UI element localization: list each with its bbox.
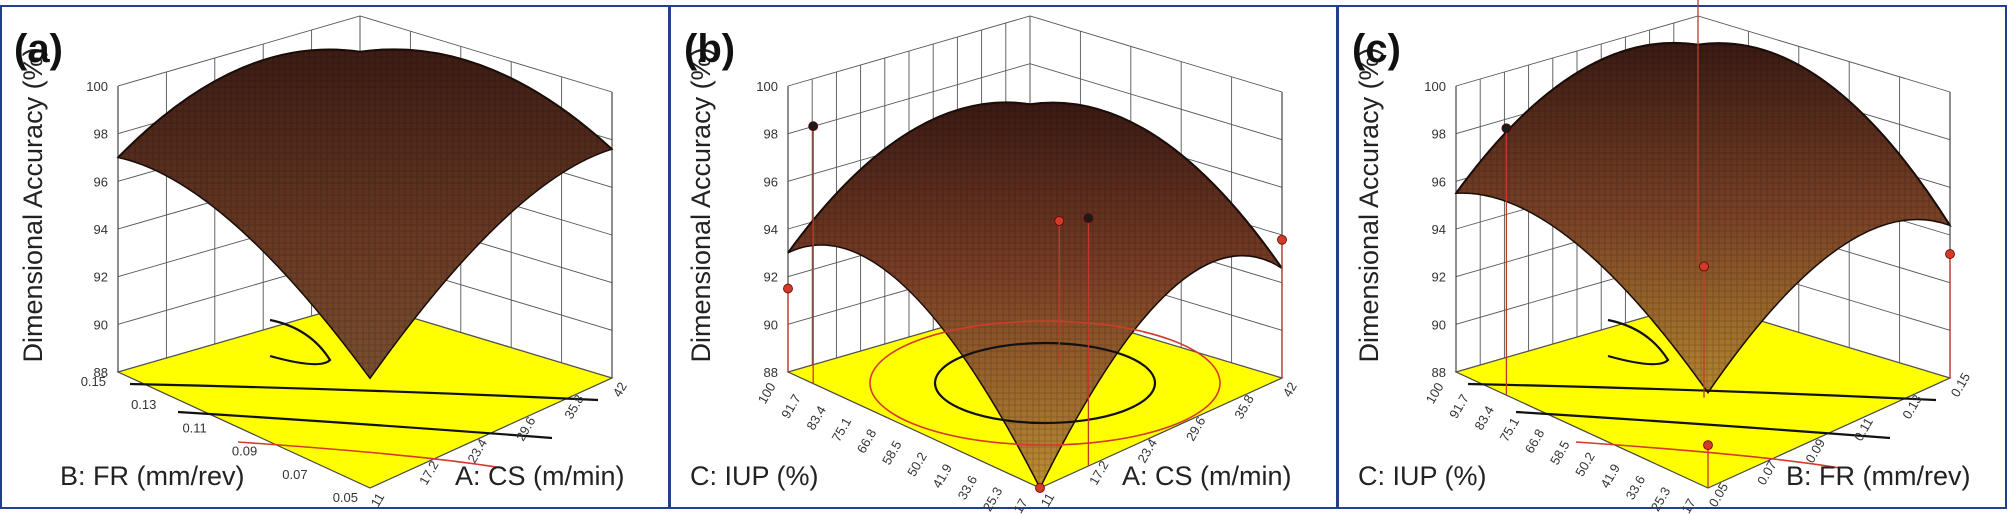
surface-mesh [788,102,1282,489]
panel-a: 88 90 92 94 96 98 100 0.05 0.07 0.09 0.11 0.13 0.15 1… [14,15,630,510]
design-point [783,283,793,294]
contour-line [1607,318,1670,366]
design-point [808,121,819,132]
x-tick-label: 33.6 [1623,473,1649,502]
z-tick-label: 92 [764,270,778,285]
z-tick-label: 98 [764,127,778,142]
y-tick-label: 42 [610,379,630,399]
z-tick-label: 96 [94,174,108,189]
panel-label: (b) [684,27,735,71]
x-tick-label: 50.2 [904,450,930,479]
x-tick-label: 25.3 [980,484,1006,513]
z-tick-label: 96 [1432,174,1446,189]
y-tick-label: 11 [1038,490,1058,509]
x-tick-label: 83.4 [1471,403,1497,432]
x-tick-label: 58.5 [1547,438,1573,467]
contour-line [177,410,553,440]
x-tick-label: 100 [1423,380,1447,406]
x-axis-title: C: IUP (%) [690,461,819,491]
contour-line [1515,410,1891,440]
panel-label: (a) [14,27,63,71]
surface-mesh [118,49,612,379]
design-point [1054,216,1065,226]
z-tick-label: 94 [764,222,778,237]
z-tick-label: 90 [1432,317,1446,332]
contour-line [269,318,332,366]
x-tick-label: 17 [1010,496,1030,515]
panels: 88 90 92 94 96 98 100 0.05 0.07 0.09 0.11 0.13 0.15 1… [14,0,1973,515]
design-point [1501,123,1512,134]
x-tick-label: 41.9 [1597,461,1623,490]
x-tick-label: 50.2 [1572,450,1598,479]
x-tick-label: 0.11 [182,420,206,435]
z-tick-label: 100 [1424,79,1446,94]
design-point [1083,213,1094,224]
z-tick-label: 100 [756,79,778,94]
z-gridline [787,15,1283,93]
x-tick-label: 0.13 [131,397,156,412]
x-tick-label: 17 [1678,496,1698,515]
surface-top-edge [117,48,613,159]
y-tick-label: 42 [1280,379,1300,399]
z-tick-label: 92 [1432,270,1446,285]
panel-frame-c [1337,5,2007,509]
x-tick-label: 91.7 [778,392,804,421]
x-tick-label: 75.1 [1497,415,1523,444]
x-tick-label: 66.8 [1522,426,1548,455]
x-tick-label: 83.4 [803,403,829,432]
design-point [1035,483,1045,493]
x-axis-title: B: FR (mm/rev) [60,461,244,491]
x-tick-label: 0.05 [333,490,358,505]
x-tick-label: 75.1 [829,415,855,444]
y-axis-title: A: CS (m/min) [455,461,625,491]
design-point [1703,440,1713,451]
panel-label: (c) [1352,27,1401,71]
x-tick-label: 0.09 [232,444,257,459]
y-axis-title: B: FR (mm/rev) [1786,461,1970,491]
x-tick-label: 0.07 [282,467,307,482]
contour-line [129,382,599,402]
x-tick-label: 33.6 [955,473,981,502]
contour-line [237,441,503,469]
y-tick-label: 11 [368,490,388,509]
z-axis-title: Dimensional Accuracy (%) [1354,47,1384,362]
contour-line [1467,382,1937,402]
z-axis-title: Dimensional Accuracy (%) [686,47,716,362]
design-point [1277,234,1287,245]
contour-line [869,320,1221,446]
y-tick-label: 0.15 [1948,370,1974,399]
surface-top-edge [787,101,1283,269]
z-tick-label: 90 [764,317,778,332]
x-tick-label: 25.3 [1648,484,1674,513]
x-axis-title: C: IUP (%) [1358,461,1487,491]
z-tick-label: 94 [94,222,108,237]
z-tick-label: 88 [1432,365,1446,380]
x-tick-label: 58.5 [879,438,905,467]
z-tick-label: 98 [94,127,108,142]
z-tick-label: 100 [86,79,108,94]
x-tick-label: 41.9 [929,461,955,490]
design-point [1699,261,1709,272]
panel-c: 88 90 92 94 96 98 100 1725.333.641.950.258.566.… [1352,0,1973,515]
x-tick-label: 100 [755,380,779,406]
x-tick-label: 66.8 [854,426,880,455]
contour-line [1575,441,1841,469]
z-tick-label: 88 [764,365,778,380]
design-point [1945,249,1955,259]
z-tick-label: 88 [94,365,108,380]
z-tick-label: 92 [94,270,108,285]
z-axis-title: Dimensional Accuracy (%) [18,47,48,362]
z-tick-label: 94 [1432,222,1446,237]
x-tick-label: 0.15 [81,374,106,389]
x-tick-label: 91.7 [1446,392,1472,421]
y-axis-title: A: CS (m/min) [1122,461,1292,491]
z-tick-label: 96 [764,174,778,189]
contour-line [933,341,1157,425]
panel-b: 88 90 92 94 96 98 100 1725.333.641.950.258.566.… [684,15,1300,515]
surface-mesh [1456,42,1950,393]
z-tick-label: 90 [94,317,108,332]
z-tick-label: 98 [1432,127,1446,142]
